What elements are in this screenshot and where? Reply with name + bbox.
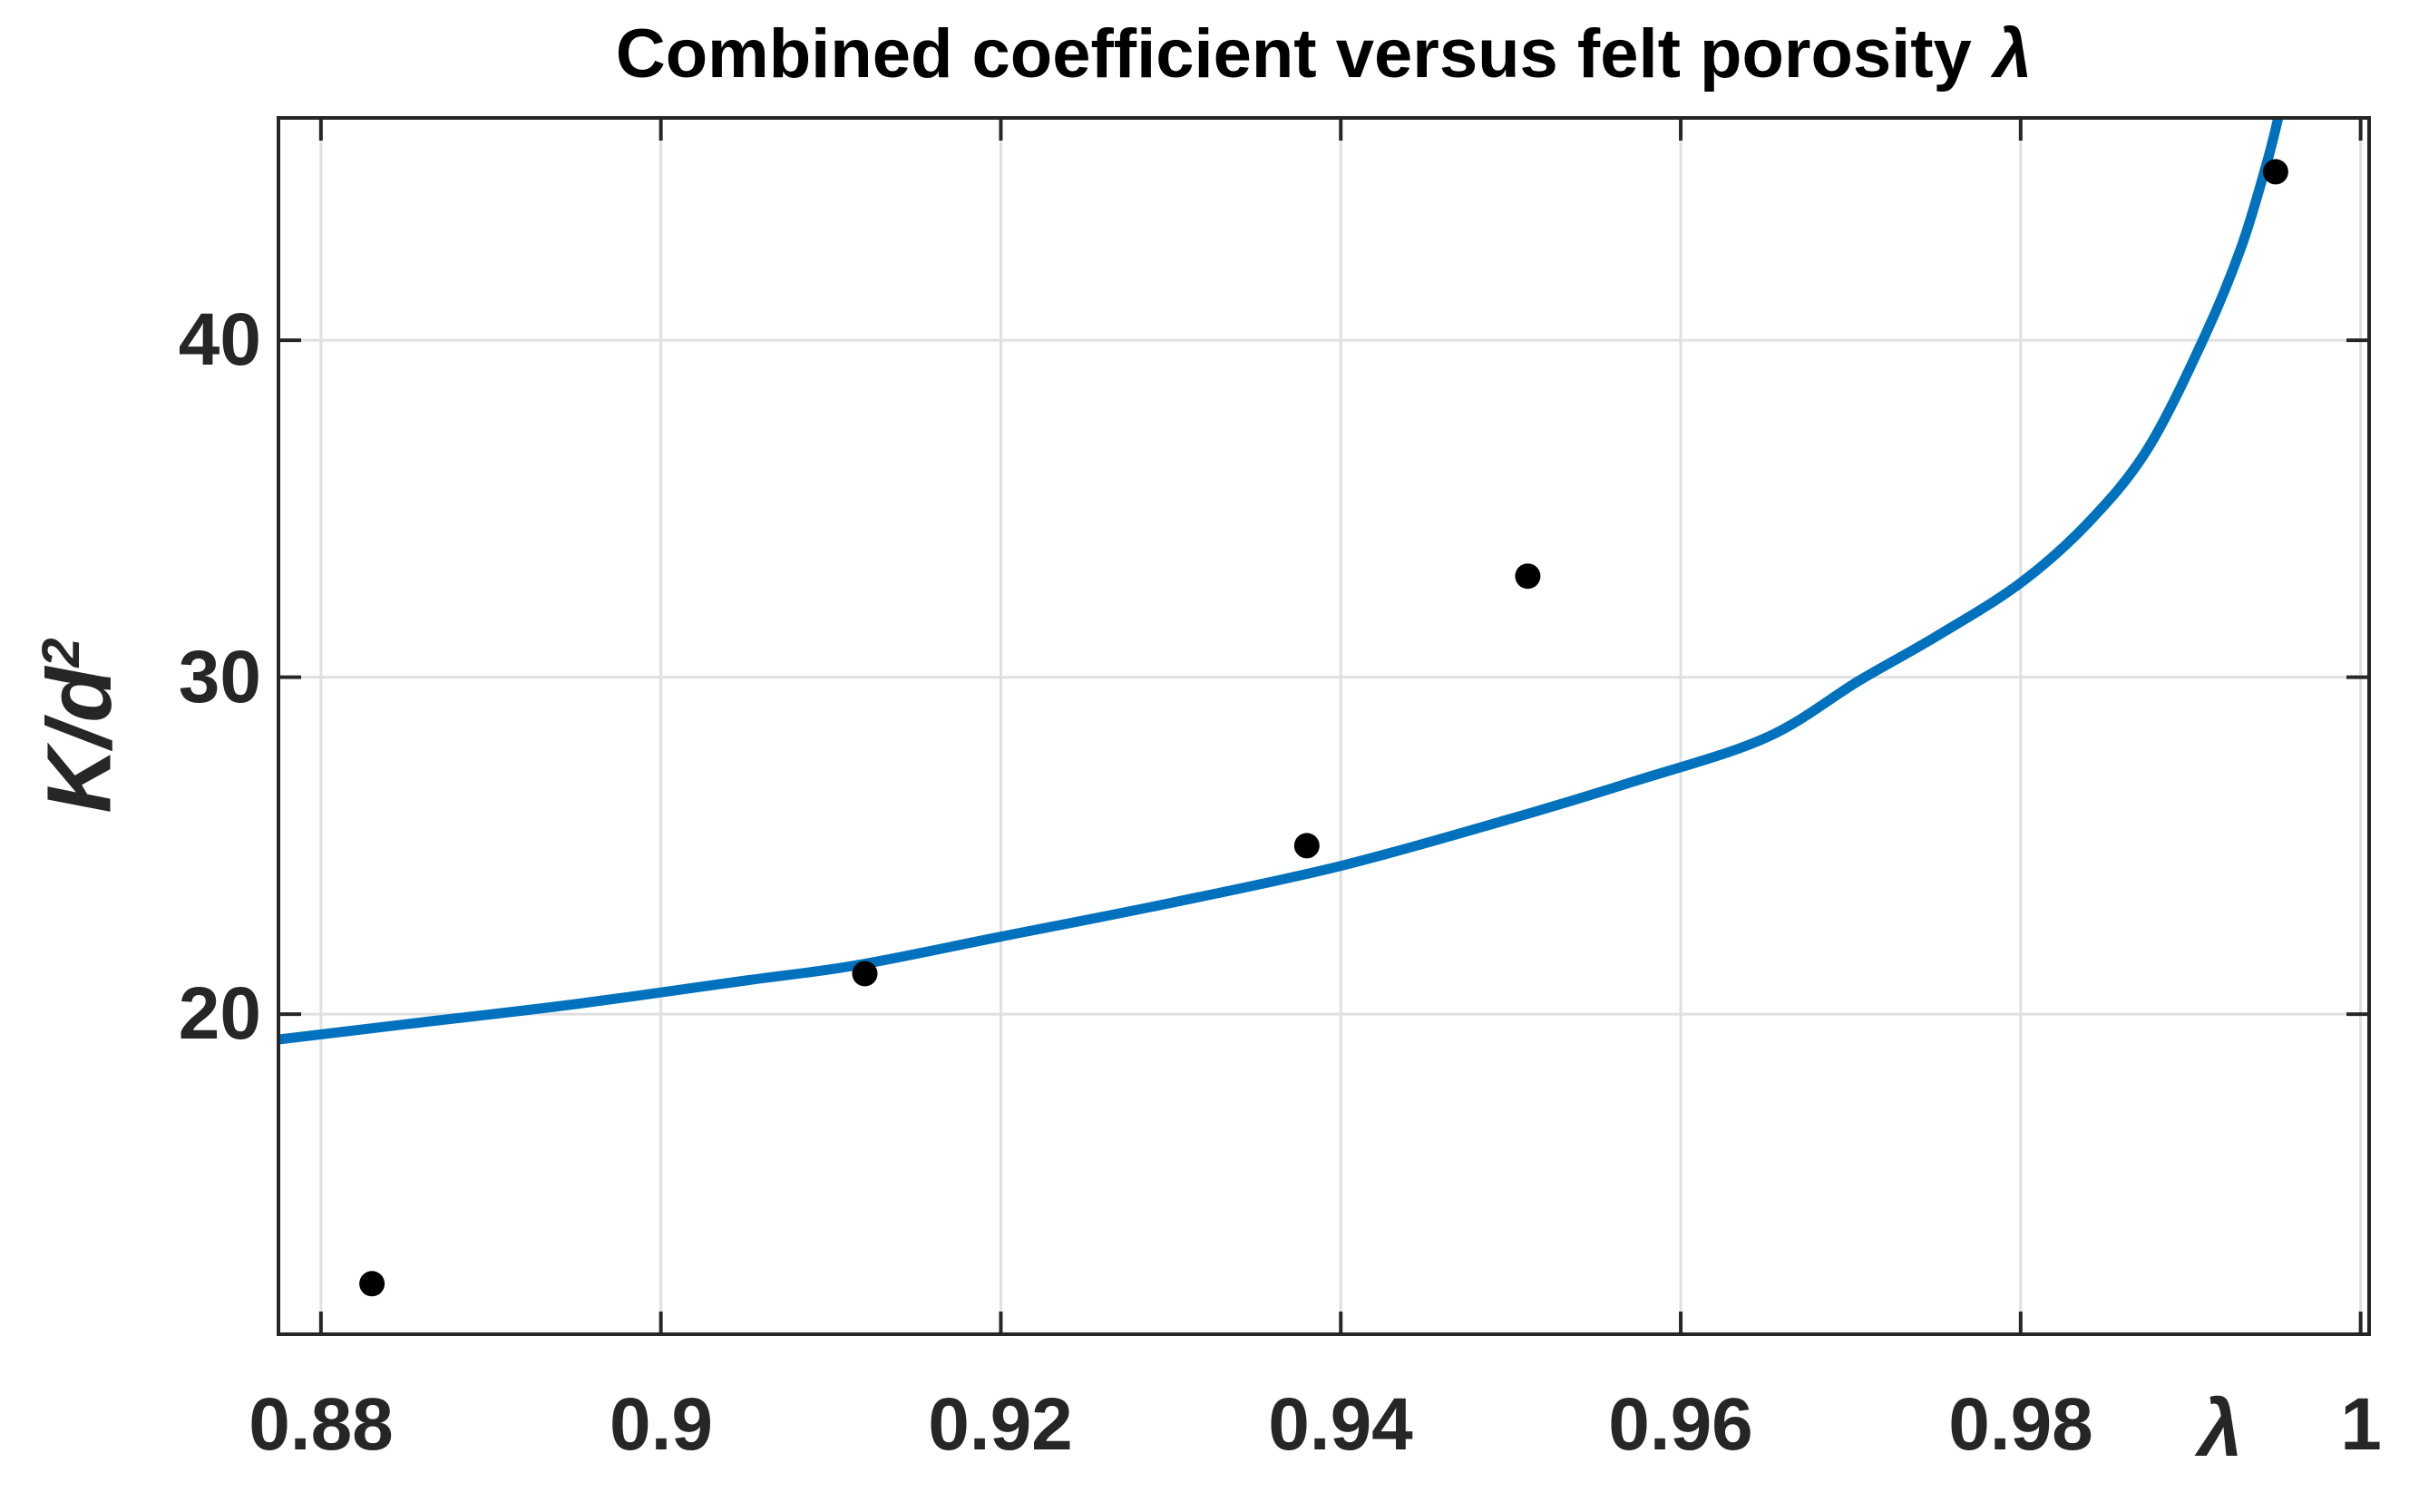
chart-title-lambda-symbol: λ xyxy=(1993,15,2033,93)
y-tick-label-40: 40 xyxy=(178,298,261,381)
x-axis-label: λ xyxy=(2198,1383,2243,1473)
y-tick-label-30: 30 xyxy=(178,636,261,718)
x-tick-label-0.9: 0.9 xyxy=(610,1383,713,1466)
x-tick-label-0.88: 0.88 xyxy=(249,1383,394,1466)
experimental-points-marker xyxy=(2262,159,2288,185)
x-tick-label-0.98: 0.98 xyxy=(1948,1383,2093,1466)
x-tick-label-0.92: 0.92 xyxy=(928,1383,1073,1466)
experimental-points-marker xyxy=(1293,833,1320,859)
chart-title-text: Combined coefficient versus felt porosit… xyxy=(615,15,1972,93)
x-tick-label-0.96: 0.96 xyxy=(1608,1383,1753,1466)
x-tick-label-0.94: 0.94 xyxy=(1268,1383,1413,1466)
plot-frame xyxy=(277,116,2371,1336)
y-tick-label-20: 20 xyxy=(178,972,261,1055)
experimental-points-marker xyxy=(1515,563,1541,590)
model-curve-path xyxy=(278,118,2284,1045)
experimental-points-marker xyxy=(852,961,878,987)
x-tick-label-1: 1 xyxy=(2340,1383,2382,1466)
chart-title: Combined coefficient versus felt porosit… xyxy=(278,15,2369,93)
experimental-points-marker xyxy=(359,1271,385,1297)
